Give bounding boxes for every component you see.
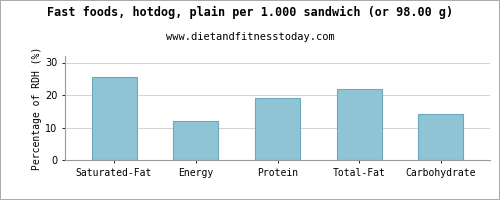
Text: Fast foods, hotdog, plain per 1.000 sandwich (or 98.00 g): Fast foods, hotdog, plain per 1.000 sand…: [47, 6, 453, 19]
Bar: [92, 77, 136, 160]
Text: www.dietandfitnesstoday.com: www.dietandfitnesstoday.com: [166, 32, 334, 42]
Bar: [174, 121, 218, 160]
Bar: [255, 98, 300, 160]
Y-axis label: Percentage of RDH (%): Percentage of RDH (%): [32, 46, 42, 170]
Bar: [418, 114, 464, 160]
Bar: [337, 88, 382, 160]
